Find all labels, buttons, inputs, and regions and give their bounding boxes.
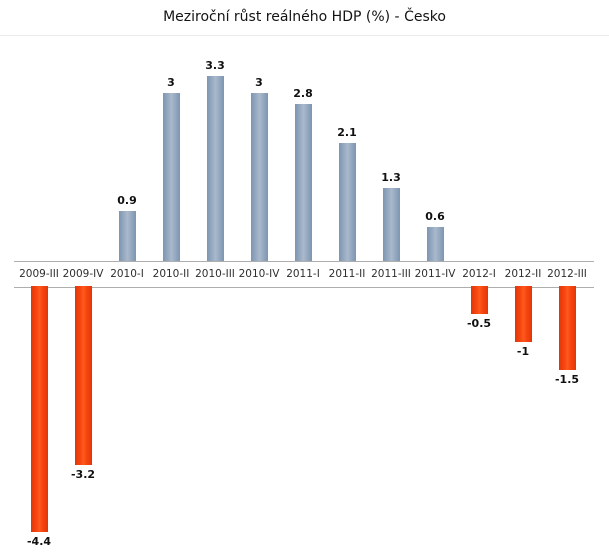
bar <box>30 286 48 532</box>
bar <box>250 93 268 261</box>
x-axis-label: 2012-I <box>462 268 496 280</box>
bar-value-label: -1.5 <box>554 373 580 386</box>
bar-value-label: 0.9 <box>117 194 137 207</box>
x-axis-label: 2009-IV <box>62 268 104 280</box>
x-axis-label: 2011-III <box>371 268 411 280</box>
x-axis-label: 2009-III <box>19 268 59 280</box>
negative-baseline-line <box>14 287 594 288</box>
bar <box>382 188 400 261</box>
bar-value-label: -1 <box>516 345 530 358</box>
bar-value-label: 0.6 <box>425 210 445 223</box>
title-divider <box>0 35 609 36</box>
bar-value-label: 3 <box>167 76 175 89</box>
bar-value-label: 1.3 <box>381 171 401 184</box>
bar-value-label: 3.3 <box>205 59 225 72</box>
x-axis-label: 2011-IV <box>414 268 456 280</box>
x-axis-label: 2010-IV <box>238 268 280 280</box>
x-axis-label: 2010-I <box>110 268 144 280</box>
x-axis-label: 2011-I <box>286 268 320 280</box>
bar <box>206 76 224 261</box>
bar-value-label: -4.4 <box>26 535 52 548</box>
bar <box>294 104 312 261</box>
bar-value-label: -3.2 <box>70 468 96 481</box>
bar-value-label: 2.1 <box>337 126 357 139</box>
chart-title: Meziroční růst reálného HDP (%) - Česko <box>163 9 446 25</box>
x-axis-label: 2010-III <box>195 268 235 280</box>
x-axis-label: 2012-II <box>504 268 542 280</box>
x-axis-label: 2010-II <box>152 268 190 280</box>
x-axis-label: 2011-II <box>328 268 366 280</box>
zero-axis-line <box>14 261 594 262</box>
bar <box>514 286 532 342</box>
bar <box>338 143 356 261</box>
bar <box>74 286 92 465</box>
bar <box>118 211 136 261</box>
bar-value-label: -0.5 <box>466 317 492 330</box>
bar <box>162 93 180 261</box>
bar <box>558 286 576 370</box>
bar-value-label: 3 <box>255 76 263 89</box>
x-axis-label: 2012-III <box>547 268 587 280</box>
bar-value-label: 2.8 <box>293 87 313 100</box>
bar <box>426 227 444 261</box>
bar <box>470 286 488 314</box>
